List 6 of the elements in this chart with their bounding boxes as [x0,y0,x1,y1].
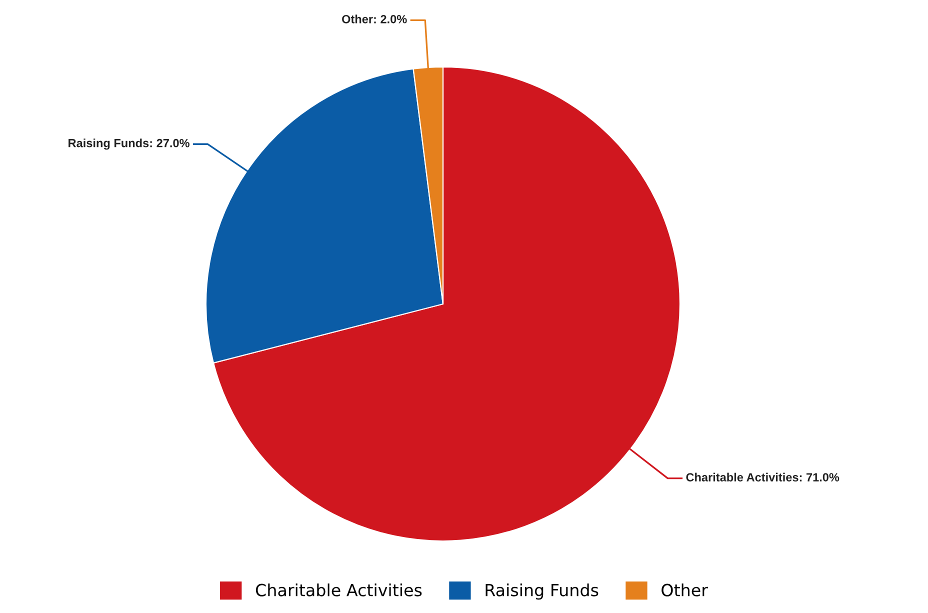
legend-label: Charitable Activities [256,584,422,596]
legend-label: Other [662,584,708,596]
legend-label: Raising Funds [486,584,598,600]
data-label: Other: 2.0% [342,14,407,24]
data-label: Raising Funds: 27.0% [68,138,190,150]
data-label: Charitable Activities: 71.0% [686,472,840,482]
